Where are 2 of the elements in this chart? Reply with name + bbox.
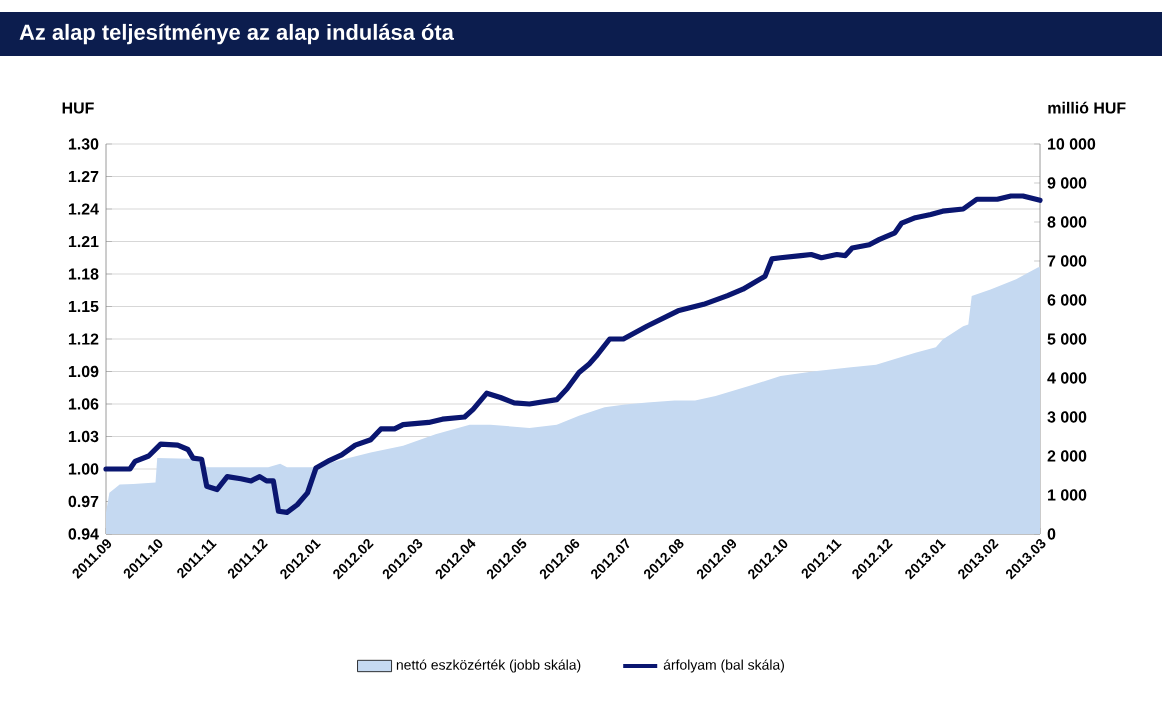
line-series [103, 193, 1043, 515]
chart-title: Az alap teljesítménye az alap indulása óta [19, 23, 454, 45]
